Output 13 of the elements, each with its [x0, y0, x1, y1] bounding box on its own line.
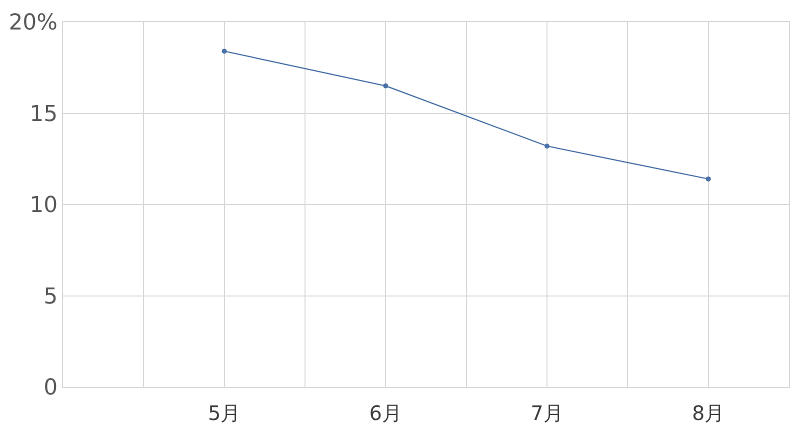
x-tick-label: 6月 — [369, 401, 402, 425]
point — [222, 48, 227, 54]
point — [544, 144, 550, 149]
y-tick-label: 10 — [30, 193, 58, 218]
point — [706, 176, 711, 182]
y-tick-label: 0 — [44, 376, 58, 401]
y-tick-label: 20% — [8, 10, 58, 36]
x-tick-label: 5月 — [208, 401, 241, 425]
x-tick-label: 7月 — [530, 401, 564, 425]
y-tick-label: 5 — [44, 284, 58, 310]
y-tick-label: 15 — [30, 102, 58, 127]
x-tick-label: 8月 — [692, 401, 725, 425]
point — [383, 83, 388, 88]
